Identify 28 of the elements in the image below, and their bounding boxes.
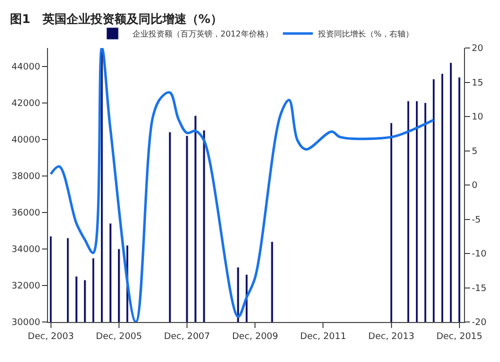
y2-tick-label: -20 <box>472 318 487 328</box>
x-tick-label: Dec, 2003 <box>28 332 74 342</box>
y-tick-label: 38000 <box>12 172 40 182</box>
y-tick-label: 40000 <box>12 135 40 146</box>
y-tick-label: 42000 <box>12 98 40 109</box>
line-series <box>50 48 435 322</box>
x-tick-label: Dec, 2013 <box>368 332 414 342</box>
x-tick-label: Dec, 2007 <box>164 332 210 342</box>
x-tick-label: Dec, 2009 <box>232 332 278 342</box>
y2-tick-label: 5 <box>472 146 478 157</box>
y2-tick-label: -5 <box>472 215 481 226</box>
y2-tick-label: 15 <box>472 78 484 88</box>
y-tick-label: 44000 <box>12 62 40 72</box>
y2-tick-label: -10 <box>472 250 487 260</box>
legend-label: 企业投资额（百万英镑，2012年价格） <box>132 30 273 39</box>
legend-label: 投资同比增长（%，右轴） <box>316 30 414 39</box>
y-tick-label: 36000 <box>12 208 40 219</box>
x-tick-label: Dec, 2011 <box>300 332 346 342</box>
x-tick-label: Dec, 2005 <box>96 332 142 342</box>
y2-tick-label: 0 <box>472 181 478 192</box>
y-tick-label: 34000 <box>12 245 40 256</box>
y-tick-label: 32000 <box>12 282 40 292</box>
y-tick-label: 30000 <box>12 318 40 328</box>
y2-tick-label: 20 <box>472 44 484 54</box>
y2-tick-label: -15 <box>472 284 487 294</box>
chart-title: 图1 英国企业投资额及同比增速（%） <box>10 12 222 26</box>
x-tick-label: Dec, 2015 <box>436 332 482 342</box>
y2-tick-label: 10 <box>472 112 484 123</box>
